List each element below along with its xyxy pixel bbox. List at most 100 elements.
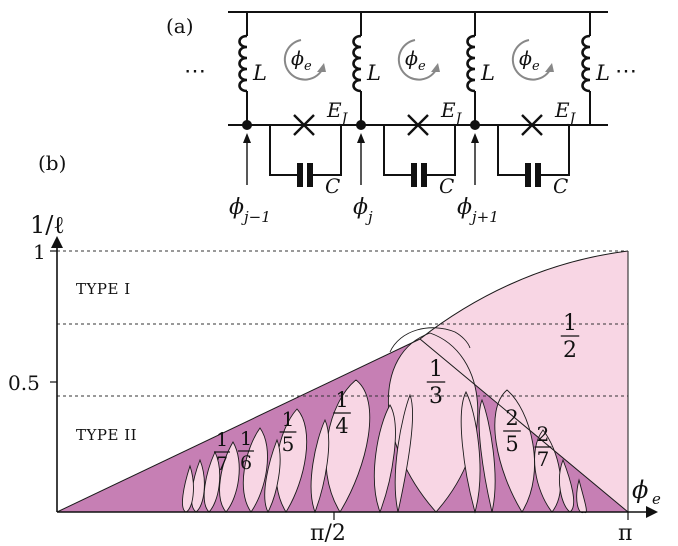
fraction-denominator: 5 [505,432,518,456]
tongue-region [576,478,587,514]
ellipsis-left: ⋯ [184,59,206,84]
node-arrow-head [471,133,479,143]
fraction-numerator: 1 [240,428,252,450]
junction-label: EJ [554,98,577,127]
tongue-region [219,441,240,513]
inductor-label: L [595,61,610,85]
flux-arrow-head [317,63,326,72]
tongue-region [460,391,481,514]
node-label: ϕj [353,195,373,226]
flux-arrow-head [545,63,554,72]
fraction-denominator: 2 [563,338,577,363]
junction-cross [293,114,315,136]
capacitor-label: C [553,174,568,198]
x-axis-arrow [646,506,658,518]
capacitor-plate [297,163,303,187]
fraction-numerator: 1 [216,429,228,451]
x-axis-label: ϕ [632,476,648,504]
fraction-label-1-5: 15 [279,407,297,456]
tongue-region [394,393,413,513]
type-2-label: TYPE II [76,426,137,444]
flux-label: ϕe [405,48,426,74]
type-1-label: TYPE I [76,280,131,298]
capacitor-gap [531,173,535,177]
node-arrow-head [357,133,365,143]
inductor-label: L [480,61,495,85]
capacitor-plate [411,163,417,187]
y-tick-label-05: 0.5 [8,371,40,395]
capacitor-label: C [439,174,454,198]
capacitor-label: C [325,174,340,198]
tongue-region [264,438,281,513]
tongue-region [374,404,396,514]
node-arrow-head [243,133,251,143]
node-dot [242,120,252,130]
inductor-coil [352,34,362,93]
triangle-left-edge [56,338,421,513]
capacitor-branch [497,125,570,176]
fraction-numerator: 2 [537,422,550,446]
panel-b-label: (b) [38,151,66,175]
tongue-group [182,327,587,514]
x-axis-sub: e [652,490,661,508]
fraction-label-2-7: 27 [534,422,552,471]
fraction-numerator: 1 [335,388,348,412]
flux-loop [511,39,552,81]
fraction-label-1-6: 16 [238,428,254,474]
node-label: ϕj+1 [457,195,499,226]
fraction-numerator: 1 [429,357,443,382]
junction-cross [521,114,543,136]
tongue-region [494,389,535,513]
fraction-denominator: 7 [216,453,228,475]
junction-cross [407,114,429,136]
fraction-label-1-7: 17 [214,429,230,475]
circuit-panel: (a) ⋯ ⋯ Lϕj−1 ϕe EJ C Lϕj ϕe EJ C Lϕj+1 ϕe EJ C L [166,11,637,226]
tongue-region [559,458,574,513]
flux-arrow-head [431,63,440,72]
capacitor-plate [421,163,427,187]
fraction-denominator: 7 [537,447,550,471]
x-tick-label-pi-half: π/2 [310,521,346,546]
junction-label: EJ [326,98,349,127]
inductor-label: L [366,61,381,85]
capacitor-plate [307,163,313,187]
flux-label: ϕe [291,48,312,74]
junction-label: EJ [440,98,463,127]
fraction-denominator: 5 [282,432,295,456]
flux-loop [283,39,324,81]
fraction-label-2-5: 25 [503,406,521,456]
triangle-right-edge [419,338,629,513]
phase-diagram-panel: (b) 1/ℓ ϕ e 1 0.5 π/2 π TYPE [8,151,661,546]
y-tick-label-1: 1 [33,240,46,264]
tongue-region [310,418,330,514]
tongue-region [478,398,496,513]
node-dot [356,120,366,130]
fraction-denominator: 6 [240,452,252,474]
tongue-region [182,464,194,513]
fraction-denominator: 3 [429,384,443,409]
panel-a-label: (a) [166,14,194,38]
tongue-top-curve [389,327,471,353]
fraction-numerator: 1 [563,311,577,336]
capacitor-plate [525,163,531,187]
fraction-label-1-3: 13 [426,357,446,409]
fraction-numerator: 2 [505,406,518,430]
fraction-label-1-2: 12 [560,311,580,363]
capacitor-branch [269,125,342,176]
node-dot [470,120,480,130]
x-tick-label-pi: π [618,521,632,546]
inductor-coil [466,34,476,93]
node-label: ϕj−1 [229,195,271,226]
ellipsis-right: ⋯ [615,59,637,84]
y-axis-label: 1/ℓ [30,211,65,239]
flux-loop [397,39,438,81]
dome-curve [419,250,629,340]
capacitor-branch [383,125,456,176]
flux-label: ϕe [519,48,540,74]
inductor-coil [581,34,591,93]
inductor-coil [238,34,248,93]
fraction-label-1-4: 14 [333,388,351,438]
tongue-region [242,427,268,513]
capacitor-plate [535,163,541,187]
